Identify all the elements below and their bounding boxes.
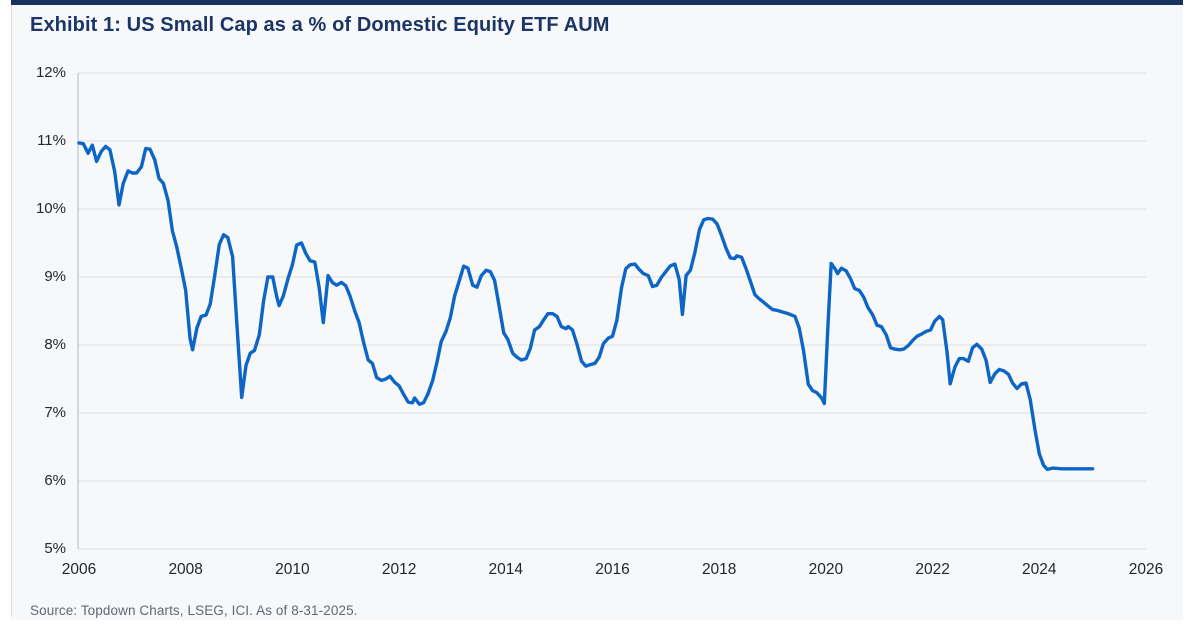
chart-title: Exhibit 1: US Small Cap as a % of Domest… (30, 14, 610, 36)
card-left-rule (11, 5, 12, 617)
y-tick-7%: 7% (44, 404, 66, 421)
x-tick-2022: 2022 (915, 561, 950, 578)
y-tick-11%: 11% (37, 132, 66, 149)
x-tick-2014: 2014 (488, 561, 524, 578)
x-tick-2020: 2020 (808, 561, 844, 578)
y-tick-8%: 8% (44, 336, 66, 353)
y-tick-10%: 10% (35, 200, 66, 217)
x-tick-2024: 2024 (1022, 561, 1057, 578)
x-tick-2008: 2008 (168, 561, 203, 578)
y-tick-9%: 9% (44, 268, 66, 285)
card-top-accent-bar (11, 0, 1183, 5)
x-tick-2010: 2010 (275, 561, 310, 578)
x-tick-2026: 2026 (1128, 561, 1164, 578)
y-tick-5%: 5% (44, 540, 66, 557)
y-tick-6%: 6% (44, 472, 66, 489)
x-tick-2018: 2018 (701, 561, 737, 578)
y-tick-12%: 12% (35, 64, 66, 81)
aum-share-line (77, 141, 1095, 472)
x-tick-2016: 2016 (595, 561, 630, 578)
source-note: Source: Topdown Charts, LSEG, ICI. As of… (30, 603, 358, 618)
x-tick-2012: 2012 (381, 561, 417, 578)
x-tick-2006: 2006 (61, 561, 97, 578)
